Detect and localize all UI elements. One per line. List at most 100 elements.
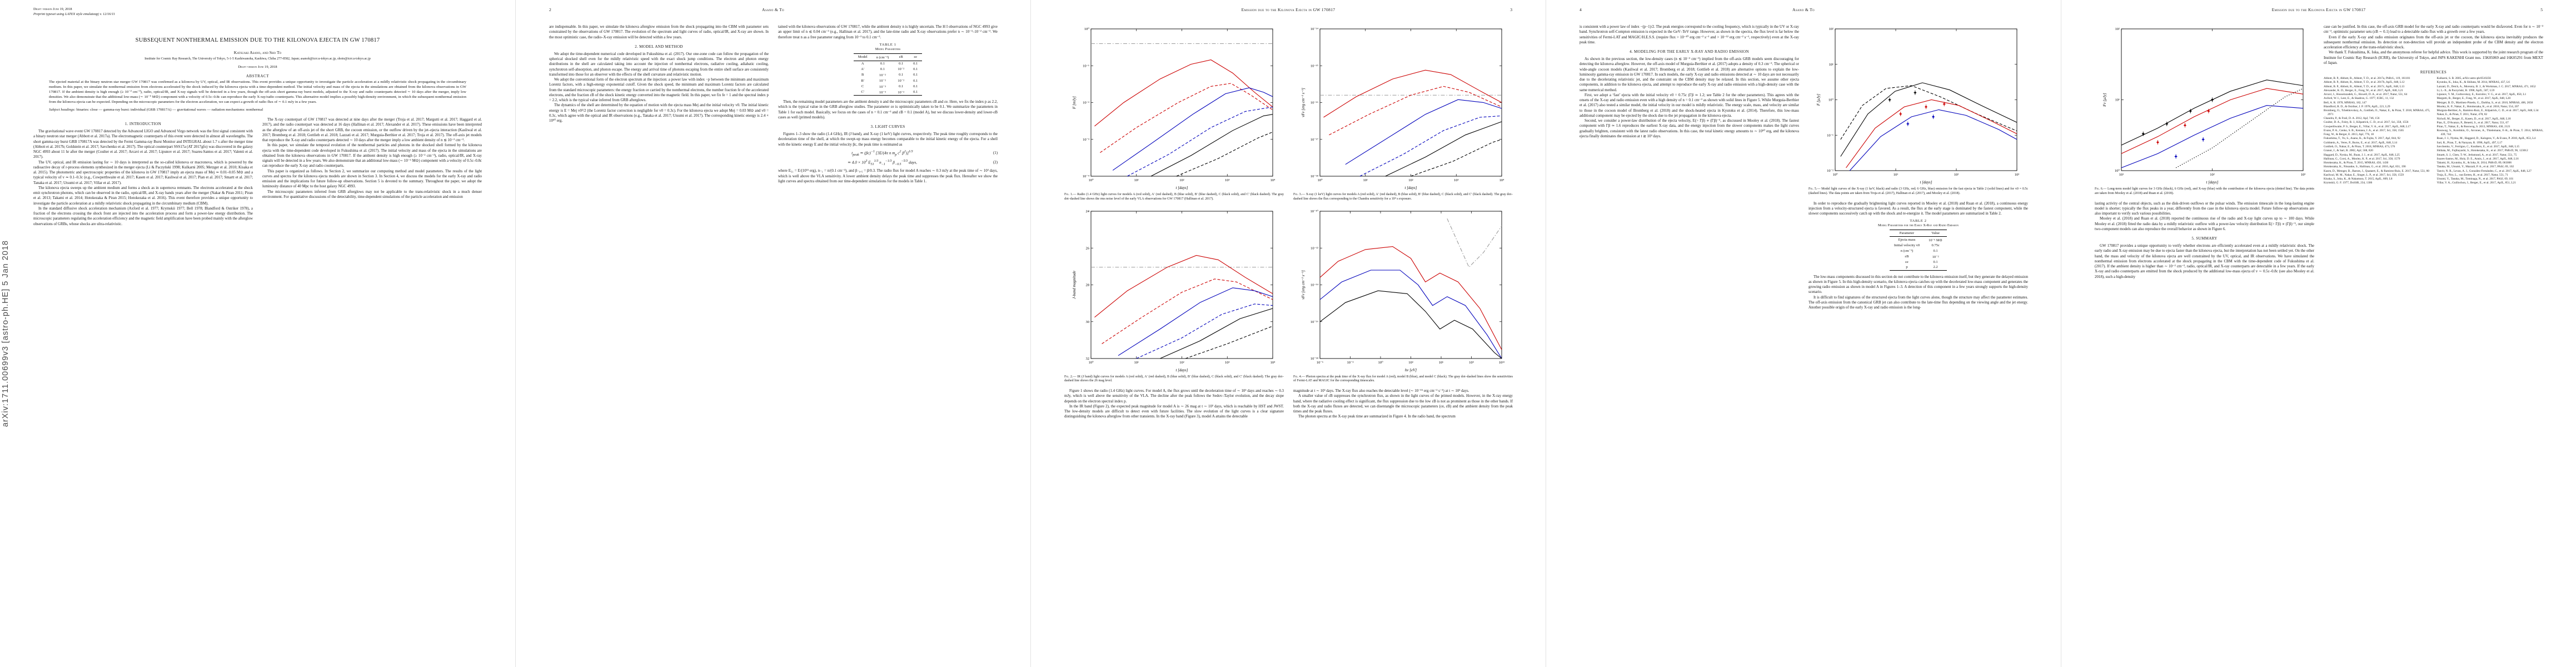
svg-text:10⁴: 10⁴	[1270, 361, 1275, 365]
figure-3-caption: Fig. 3.— X-ray (1 keV) light curves for …	[1293, 193, 1513, 202]
method-paragraphs: We adopt the time-dependent numerical co…	[549, 52, 769, 124]
reference-entry: Coulter, D. A., Foley, R. J., Kilpatrick…	[2324, 121, 2409, 125]
svg-text:26: 26	[1085, 246, 1089, 250]
equation-2-number: (2)	[993, 161, 998, 165]
svg-text:t [days]: t [days]	[1920, 180, 1932, 185]
page-4: 4 Asano & To is consistent with a power …	[1546, 0, 2061, 667]
paragraph: where E₅₁ = E/(10⁵¹ erg), n₋₁ = n/(0.1 c…	[778, 169, 998, 183]
table-cell: 0.1	[913, 73, 918, 77]
table-2-label: TABLE 2	[1910, 219, 1927, 223]
summary-paragraphs: GW 170817 provides a unique opportunity …	[2095, 243, 2314, 280]
paragraph: The X-ray counterpart of GW 170817 was d…	[262, 118, 482, 143]
page-3: Emission due to the Kilonova Ejecta in G…	[1030, 0, 1546, 667]
intro-paragraphs-right: The X-ray counterpart of GW 170817 was d…	[262, 117, 482, 200]
figure-3-label: Fig. 3.—	[1293, 193, 1306, 196]
references-column-2: Kulkarni, S. R. 2005, arXiv:astro-ph/051…	[2437, 77, 2544, 186]
figure-2-caption-text: IR (J band) light curves for models A (r…	[1064, 375, 1284, 383]
paragraph: In order to reproduce the gradually brig…	[1808, 201, 2028, 216]
equation-1: tpeak ≃ (βc)−1 [3E/(4π n mp c2 β2)]1/3 (1…	[778, 150, 998, 157]
figure-3: 10⁰ 10¹ 10² 10³ 10⁴ 10⁻¹⁸ 10⁻¹⁷ 10⁻¹⁶ 10⁻¹⁵ 10⁻¹⁴…	[1293, 24, 1513, 202]
reference-entry: Ruan, J. J., Nynka, M., Haggard, D., Kal…	[2437, 137, 2536, 141]
svg-text:28: 28	[1085, 283, 1089, 287]
page-number: 4	[1580, 7, 1582, 12]
svg-text:10¹: 10¹	[1363, 178, 1368, 182]
svg-text:10⁻²: 10⁻²	[1827, 169, 1833, 173]
svg-text:10³: 10³	[1225, 178, 1230, 182]
reference-entry: Utsumi, Y., Tanaka, M., Tominaga, N., et…	[2437, 177, 2514, 181]
figure-1-caption-text: Radio (1.4 GHz) light curves for models …	[1064, 193, 1284, 201]
table-2-header-row: Parameter Value	[1889, 230, 1947, 237]
running-title: Emission due to the Kilonova Ejecta in G…	[2271, 7, 2366, 12]
svg-text:10⁻¹⁶: 10⁻¹⁶	[1310, 320, 1318, 324]
table-1-grid: Model n (cm⁻³) εB εe A 0.1 0.1 0.1 A′ 0.1 10⁻² 0.1…	[853, 53, 923, 96]
figure-2-caption: Fig. 2.— IR (J band) light curves for mo…	[1064, 375, 1284, 384]
running-title: Emission due to the Kilonova Ejecta in G…	[1241, 7, 1336, 12]
authors: Katsuaki Asano, and Sho To	[233, 50, 282, 56]
reference-entry: Bell, A. R. 1978, MNRAS, 182, 147	[2324, 101, 2367, 104]
reference-entry: Piran, T., Nakar, E., & Rosswog, S. 2013…	[2437, 125, 2510, 129]
section-1-heading: 1. INTRODUCTION	[124, 122, 162, 127]
figure-5-caption: Fig. 5.— Model light curves of the X-ray…	[1808, 187, 2028, 196]
figure-4-label: Fig. 4.—	[1293, 375, 1306, 379]
paragraph: This paper is organized as follows. In S…	[262, 169, 482, 189]
paragraph: The low-mass components discussed in thi…	[1808, 275, 2028, 295]
page-5-left-column: 10¹ 10² 10³ 10⁰ 10¹ 10² t [days] Fν [μJy] Fig. …	[2095, 24, 2314, 280]
svg-text:t [days]: t [days]	[2206, 180, 2218, 185]
svg-text:10¹: 10¹	[1134, 178, 1139, 182]
paragraph: We adopt the conventional form of the el…	[549, 78, 769, 102]
svg-text:t [days]: t [days]	[1175, 368, 1188, 372]
reference-entry: Bromberg, O., Tchekhovskoy, A., Gottlieb…	[2324, 109, 2430, 116]
table-row: Initial velocity v0 0.75c	[1890, 243, 1947, 248]
svg-text:10²: 10²	[1408, 178, 1413, 182]
page-1: arXiv:1711.00699v3 [astro-ph.HE] 5 Jan 2…	[0, 0, 515, 667]
section-5-heading: 5. SUMMARY	[2191, 236, 2218, 241]
svg-text:30: 30	[1085, 320, 1089, 324]
svg-text:10⁻⁴: 10⁻⁴	[1082, 175, 1089, 178]
table-cell: A	[861, 62, 864, 66]
figure-1-plot: 10⁰ 10¹ 10² 10³ 10⁴ 10⁻⁴ 10⁻³ 10⁻² 10⁻¹ 10⁰ t [day…	[1072, 27, 1275, 190]
figure-5-label: Fig. 5.—	[1808, 187, 1821, 191]
figure-5: 10⁰ 10¹ 10² 10³ 10⁻² 10⁻¹ 10⁰ 10¹ 10² t [days] F […	[1808, 24, 2028, 196]
svg-text:10²: 10²	[1179, 178, 1184, 182]
running-head-page-4: 4 Asano & To	[1580, 7, 2027, 12]
page-2: 2 Asano & To are indispensable. In this …	[515, 0, 1030, 667]
page-1-right-column: The X-ray counterpart of GW 170817 was d…	[262, 117, 482, 227]
table-cell: Ejecta mass	[1898, 238, 1916, 242]
table-cell: B	[861, 73, 864, 77]
figure-3-caption-text: X-ray (1 keV) light curves for models A …	[1293, 193, 1513, 201]
reference-entry: Tanvir, N. R., Levan, A. J., González-Fe…	[2437, 169, 2532, 173]
svg-text:10⁻¹⁰: 10⁻¹⁰	[1310, 210, 1318, 213]
paragraph: tained with the kilonova observations of…	[778, 25, 998, 39]
table-1-header-row: Model n (cm⁻³) εB εe	[853, 53, 923, 61]
svg-text:10⁻¹⁸: 10⁻¹⁸	[1310, 175, 1318, 178]
svg-text:10¹: 10¹	[1893, 173, 1898, 177]
page-1-columns: 1. INTRODUCTION The gravitational wave e…	[33, 117, 482, 227]
svg-text:32: 32	[1085, 357, 1089, 361]
table-cell: 0.75c	[1931, 243, 1940, 247]
paragraph: As shown in the previous section, the lo…	[1580, 57, 1799, 92]
acknowledgment-paragraphs: Even if the early X-ray and radio emissi…	[2324, 35, 2543, 66]
table-cell: 10⁻²	[879, 79, 886, 83]
figure-2-label: Fig. 2.—	[1064, 375, 1077, 379]
svg-text:10⁴: 10⁴	[1270, 178, 1275, 182]
reference-entry: Margutti, R., Berger, E., Fong, W., et a…	[2437, 97, 2511, 101]
svg-text:J-band magnitude: J-band magnitude	[1072, 271, 1077, 299]
table-cell: 0.1	[913, 67, 918, 71]
page-4-right-column: 10⁰ 10¹ 10² 10³ 10⁻² 10⁻¹ 10⁰ 10¹ 10² t [days] F […	[1808, 24, 2028, 310]
table-1-title: Model Parameters	[875, 47, 901, 51]
paragraph: Then, the remaining model parameters are…	[778, 100, 998, 120]
reference-entry: Nakar, E., & Piran, T. 2011, Natur, 478,…	[2437, 113, 2488, 117]
page-5: Emission due to the Kilonova Ejecta in G…	[2061, 0, 2576, 667]
page-4-left-column: is consistent with a power law of index …	[1580, 24, 1799, 310]
subject-headings: Subject headings: binaries: close — gamm…	[49, 108, 466, 113]
reference-entry: Kulkarni, S. R. 2005, arXiv:astro-ph/051…	[2437, 77, 2491, 80]
svg-text:10⁰: 10⁰	[1828, 98, 1833, 102]
page-number: 3	[1510, 7, 1512, 12]
reference-entry: Kasen, D., Metzger, B., Barnes, J., Quat…	[2324, 169, 2430, 173]
figure-4-plot: 10⁻⁶ 10⁻³ 10⁰ 10³ 10⁶ 10⁹ 10¹² 10⁻¹⁸ 10⁻¹⁶ 10⁻¹⁴ 1…	[1301, 210, 1504, 372]
reference-entry: Chandra, P., & Frail, D. A. 2012, ApJ, 7…	[2324, 117, 2380, 121]
figure-5-caption-text: Model light curves of the X-ray (1 keV, …	[1808, 187, 2029, 195]
svg-text:10³: 10³	[1225, 361, 1230, 365]
equation-1-body: tpeak ≃ (βc)−1 [3E/(4π n mp c2 β2)]1/3	[851, 150, 913, 157]
svg-text:10⁰: 10⁰	[1084, 27, 1089, 31]
